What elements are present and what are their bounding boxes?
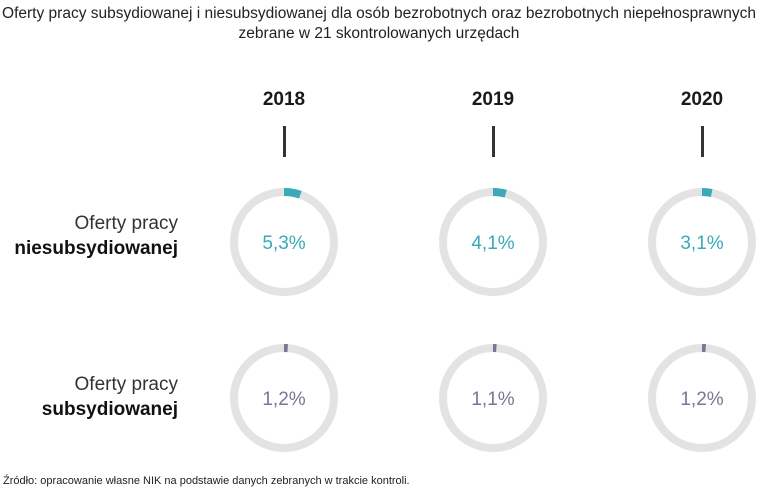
donut-value-label: 1,1% bbox=[471, 389, 514, 410]
year-label-2018: 2018 bbox=[262, 89, 306, 110]
row-label-line1: Oferty pracy bbox=[74, 213, 178, 234]
donut-value-arc bbox=[230, 188, 338, 296]
donut-value-arc bbox=[648, 344, 756, 452]
donut-value-arc bbox=[230, 344, 338, 452]
row-label-line1: Oferty pracy bbox=[74, 374, 178, 395]
row-label-line2: niesubsydiowanej bbox=[14, 238, 178, 259]
donut-value-label: 5,3% bbox=[262, 233, 305, 254]
donut-value-label: 3,1% bbox=[680, 233, 723, 254]
year-tick-2019 bbox=[491, 126, 495, 157]
donut-value-label: 1,2% bbox=[680, 389, 723, 410]
year-tick-2020 bbox=[700, 126, 704, 157]
donut-value-arc bbox=[648, 188, 756, 296]
source-note: Źródło: opracowanie własne NIK na podsta… bbox=[3, 475, 410, 487]
donut-value-label: 1,2% bbox=[262, 389, 305, 410]
row-label-niesubsydiowanej: Oferty pracy niesubsydiowanej bbox=[14, 211, 178, 261]
donut-value-arc bbox=[439, 344, 547, 452]
year-tick-2018 bbox=[282, 126, 286, 157]
row-label-subsydiowanej: Oferty pracy subsydiowanej bbox=[42, 372, 178, 422]
donut-value-arc bbox=[439, 188, 547, 296]
donut-value-label: 4,1% bbox=[471, 233, 514, 254]
year-label-2020: 2020 bbox=[680, 89, 724, 110]
chart-title: Oferty pracy subsydiowanej i niesubsydio… bbox=[2, 5, 756, 42]
year-label-2019: 2019 bbox=[471, 89, 515, 110]
row-label-line2: subsydiowanej bbox=[41, 399, 178, 420]
